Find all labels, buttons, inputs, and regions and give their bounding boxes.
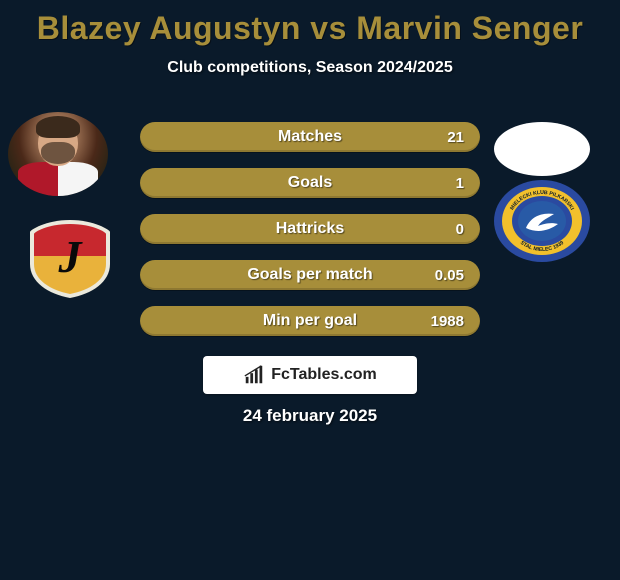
page-title: Blazey Augustyn vs Marvin Senger [0, 0, 620, 47]
club-badge-right: MIELECKI KLUB PILKARSKI STAL MIELEC 1939 [492, 178, 592, 264]
stat-value: 0 [456, 214, 464, 244]
stat-value: 21 [447, 122, 464, 152]
stat-value: 0.05 [435, 260, 464, 290]
beard-icon [41, 142, 75, 164]
stat-row-matches: Matches 21 [140, 122, 480, 152]
club-badge-left: J [20, 216, 120, 300]
stat-row-goals: Goals 1 [140, 168, 480, 198]
svg-text:J: J [58, 231, 84, 282]
hair-icon [36, 116, 80, 138]
comparison-card: Blazey Augustyn vs Marvin Senger Club co… [0, 0, 620, 580]
brand-box: FcTables.com [203, 356, 417, 394]
jersey-icon [18, 162, 98, 196]
stat-value: 1 [456, 168, 464, 198]
stat-label: Min per goal [140, 306, 480, 336]
date-text: 24 february 2025 [0, 406, 620, 426]
fctables-logo-icon [243, 364, 265, 386]
stal-mielec-badge-icon: MIELECKI KLUB PILKARSKI STAL MIELEC 1939 [492, 178, 592, 264]
player-photo-right [494, 122, 590, 176]
stat-label: Matches [140, 122, 480, 152]
page-subtitle: Club competitions, Season 2024/2025 [0, 59, 620, 77]
stat-label: Goals [140, 168, 480, 198]
player-photo-left [8, 112, 108, 196]
stat-label: Goals per match [140, 260, 480, 290]
stat-row-goals-per-match: Goals per match 0.05 [140, 260, 480, 290]
stats-bars: Matches 21 Goals 1 Hattricks 0 Goals per… [140, 122, 480, 352]
brand-text: FcTables.com [271, 366, 377, 384]
stat-value: 1988 [431, 306, 464, 336]
stat-row-min-per-goal: Min per goal 1988 [140, 306, 480, 336]
jagiellonia-badge-icon: J [20, 216, 120, 300]
stat-label: Hattricks [140, 214, 480, 244]
stat-row-hattricks: Hattricks 0 [140, 214, 480, 244]
